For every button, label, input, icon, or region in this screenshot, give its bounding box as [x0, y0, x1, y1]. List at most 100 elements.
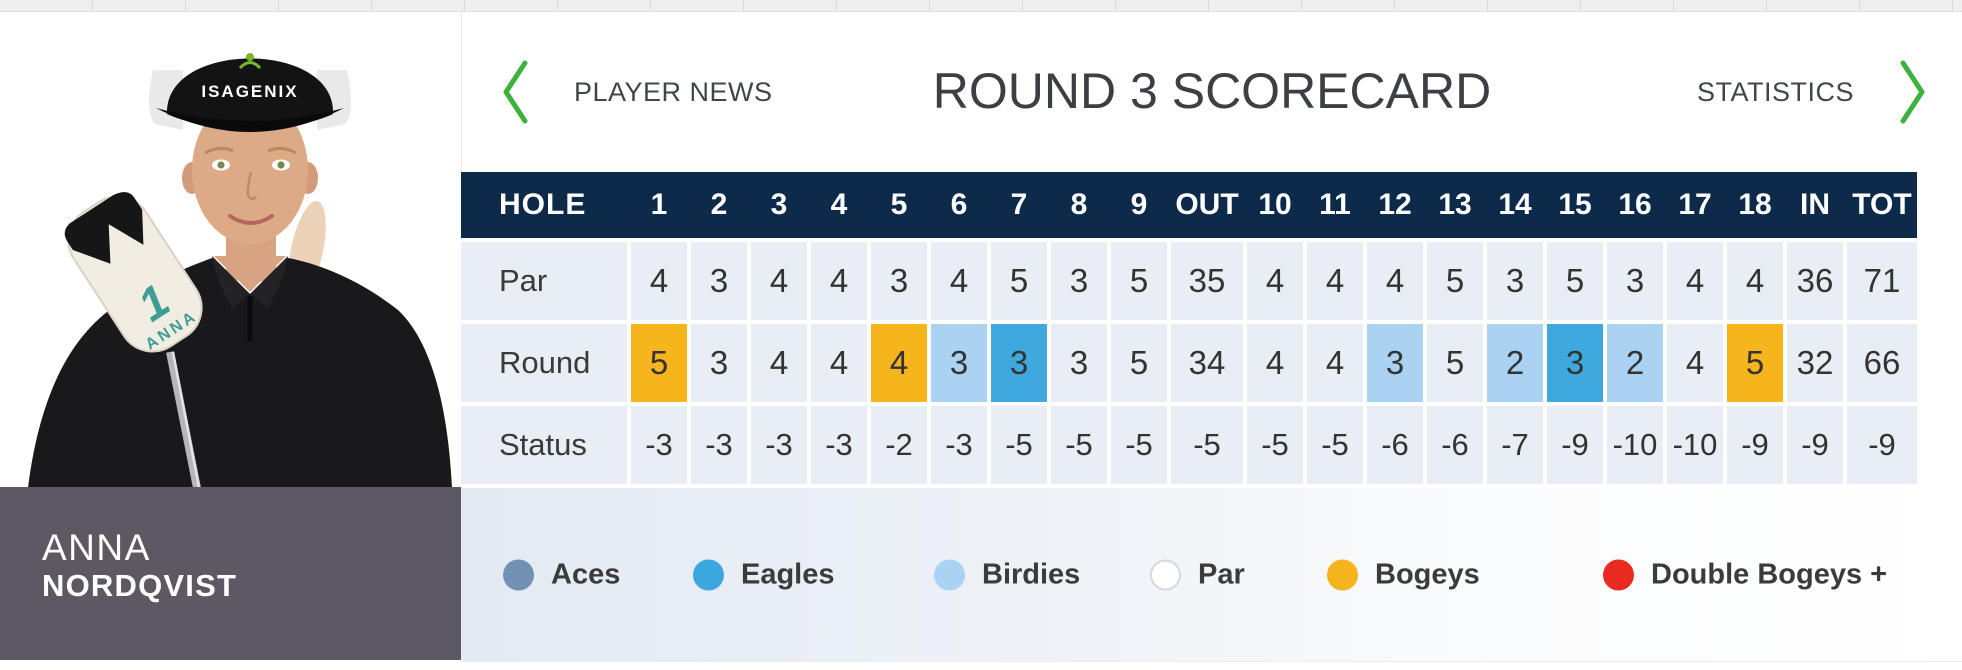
- hole-header-cell: 9: [1130, 188, 1148, 221]
- status-cell: -10: [1667, 406, 1723, 484]
- headcover: 1 ANNA: [64, 192, 203, 354]
- status-row-label: Status: [461, 406, 627, 484]
- cap-logo-icon: [246, 53, 254, 61]
- status-cell: -9: [1787, 406, 1843, 484]
- round-cell: 4: [751, 324, 807, 402]
- status-cell: -6: [1367, 406, 1423, 484]
- par-cell: 5: [1547, 242, 1603, 320]
- round-cell: 4: [1247, 324, 1303, 402]
- legend-item: Double Bogeys +: [1603, 558, 1887, 591]
- hole-header-cell: 4: [830, 188, 848, 221]
- round-cell: 5: [1727, 324, 1783, 402]
- face: [192, 96, 308, 244]
- legend-dot-icon: [503, 559, 534, 590]
- status-cell: -3: [631, 406, 687, 484]
- par-cell: 4: [1367, 242, 1423, 320]
- table-header-row: HOLE 1 2 3 4 5 6 7: [461, 172, 1917, 238]
- par-cell: 3: [1487, 242, 1543, 320]
- status-cell: -9: [1727, 406, 1783, 484]
- hole-header-cell: 2: [710, 188, 728, 221]
- round-cell: 2: [1607, 324, 1663, 402]
- hole-header-cell: 10: [1258, 188, 1292, 221]
- status-cells: -3 -3 -3 -3 -2 -3 -5 -5: [627, 406, 1917, 484]
- player-first-name: ANNA: [42, 527, 151, 568]
- par-cell: 5: [1111, 242, 1167, 320]
- player-photo: ISAGENIX: [0, 12, 461, 487]
- status-cell: -9: [1847, 406, 1917, 484]
- legend-label: Par: [1198, 558, 1245, 590]
- scorecard-table: HOLE 1 2 3 4 5 6 7: [461, 172, 1917, 484]
- par-cell: 3: [691, 242, 747, 320]
- hole-header-cell: 7: [1010, 188, 1028, 221]
- player-panel: ISAGENIX: [0, 12, 461, 662]
- top-tab-strip: [0, 0, 1962, 12]
- par-cell: 36: [1787, 242, 1843, 320]
- status-cell: -5: [1247, 406, 1303, 484]
- legend-dot-icon: [1150, 559, 1181, 590]
- round-cell: 4: [1307, 324, 1363, 402]
- round-cell: 34: [1171, 324, 1243, 402]
- par-cell: 4: [751, 242, 807, 320]
- player-name-box: ANNA NORDQVIST: [0, 487, 461, 660]
- round-cell: 3: [991, 324, 1047, 402]
- cap: [166, 58, 334, 129]
- round-cell: 3: [1367, 324, 1423, 402]
- round-cell: 5: [1427, 324, 1483, 402]
- legend-item: Par: [1150, 558, 1245, 591]
- nav-next-label: STATISTICS: [1696, 76, 1854, 107]
- legend-label: Bogeys: [1375, 558, 1480, 590]
- round-cell: 66: [1847, 324, 1917, 402]
- cap-brand-text: ISAGENIX: [201, 82, 298, 101]
- hole-header-cell: OUT: [1175, 188, 1239, 221]
- hole-header-cell: 13: [1438, 188, 1472, 221]
- status-cell: -10: [1607, 406, 1663, 484]
- status-cell: -5: [991, 406, 1047, 484]
- par-cells: 4 3 4 4 3 4 5 3: [627, 242, 1917, 320]
- round-cell: 4: [1667, 324, 1723, 402]
- round-cells: 5 3 4 4 4 3 3 3: [627, 324, 1917, 402]
- status-cell: -3: [751, 406, 807, 484]
- status-cell: -5: [1171, 406, 1243, 484]
- legend: Aces Eagles Birdies Par: [461, 488, 1962, 662]
- hole-header-cell: 6: [950, 188, 968, 221]
- legend-label: Double Bogeys +: [1651, 558, 1888, 590]
- scorecard-page: ISAGENIX: [0, 12, 1962, 662]
- par-cell: 4: [1307, 242, 1363, 320]
- round-cell: 3: [931, 324, 987, 402]
- hole-header-cell: 17: [1678, 188, 1712, 221]
- status-cell: -5: [1307, 406, 1363, 484]
- status-row: Status -3 -3 -3 -3 -2 -3: [461, 406, 1917, 484]
- round-cell: 32: [1787, 324, 1843, 402]
- legend-label: Eagles: [741, 558, 835, 590]
- par-cell: 3: [871, 242, 927, 320]
- legend-dot-icon: [934, 559, 965, 590]
- par-cell: 3: [1051, 242, 1107, 320]
- legend-dot-icon: [693, 559, 724, 590]
- legend-label: Aces: [551, 558, 621, 590]
- nav-prev-label: PLAYER NEWS: [574, 76, 773, 107]
- legend-item: Eagles: [693, 558, 835, 591]
- page-title: ROUND 3 SCORECARD: [932, 62, 1492, 119]
- chevron-right-icon: [1900, 60, 1925, 124]
- hole-header-cell: 18: [1738, 188, 1772, 221]
- header-cells: 1 2 3 4 5 6 7 8: [627, 172, 1917, 238]
- hole-header-cell: 11: [1319, 188, 1351, 221]
- player-portrait-illustration: ISAGENIX: [0, 12, 461, 487]
- status-cell: -7: [1487, 406, 1543, 484]
- hole-header-cell: 12: [1378, 188, 1412, 221]
- status-cell: -2: [871, 406, 927, 484]
- hole-header-cell: 5: [890, 188, 908, 221]
- hole-header-cell: 8: [1070, 188, 1088, 221]
- nav-prev-button[interactable]: PLAYER NEWS: [500, 59, 773, 125]
- par-cell: 5: [1427, 242, 1483, 320]
- nav-next-button[interactable]: STATISTICS: [1697, 59, 1928, 125]
- par-cell: 3: [1607, 242, 1663, 320]
- round-cell: 5: [631, 324, 687, 402]
- round-cell: 2: [1487, 324, 1543, 402]
- hole-header-cell: TOT: [1852, 188, 1912, 221]
- status-cell: -3: [931, 406, 987, 484]
- hole-header-label: HOLE: [499, 188, 587, 221]
- round-cell: 3: [1547, 324, 1603, 402]
- player-last-name: NORDQVIST: [42, 568, 238, 604]
- par-cell: 4: [1247, 242, 1303, 320]
